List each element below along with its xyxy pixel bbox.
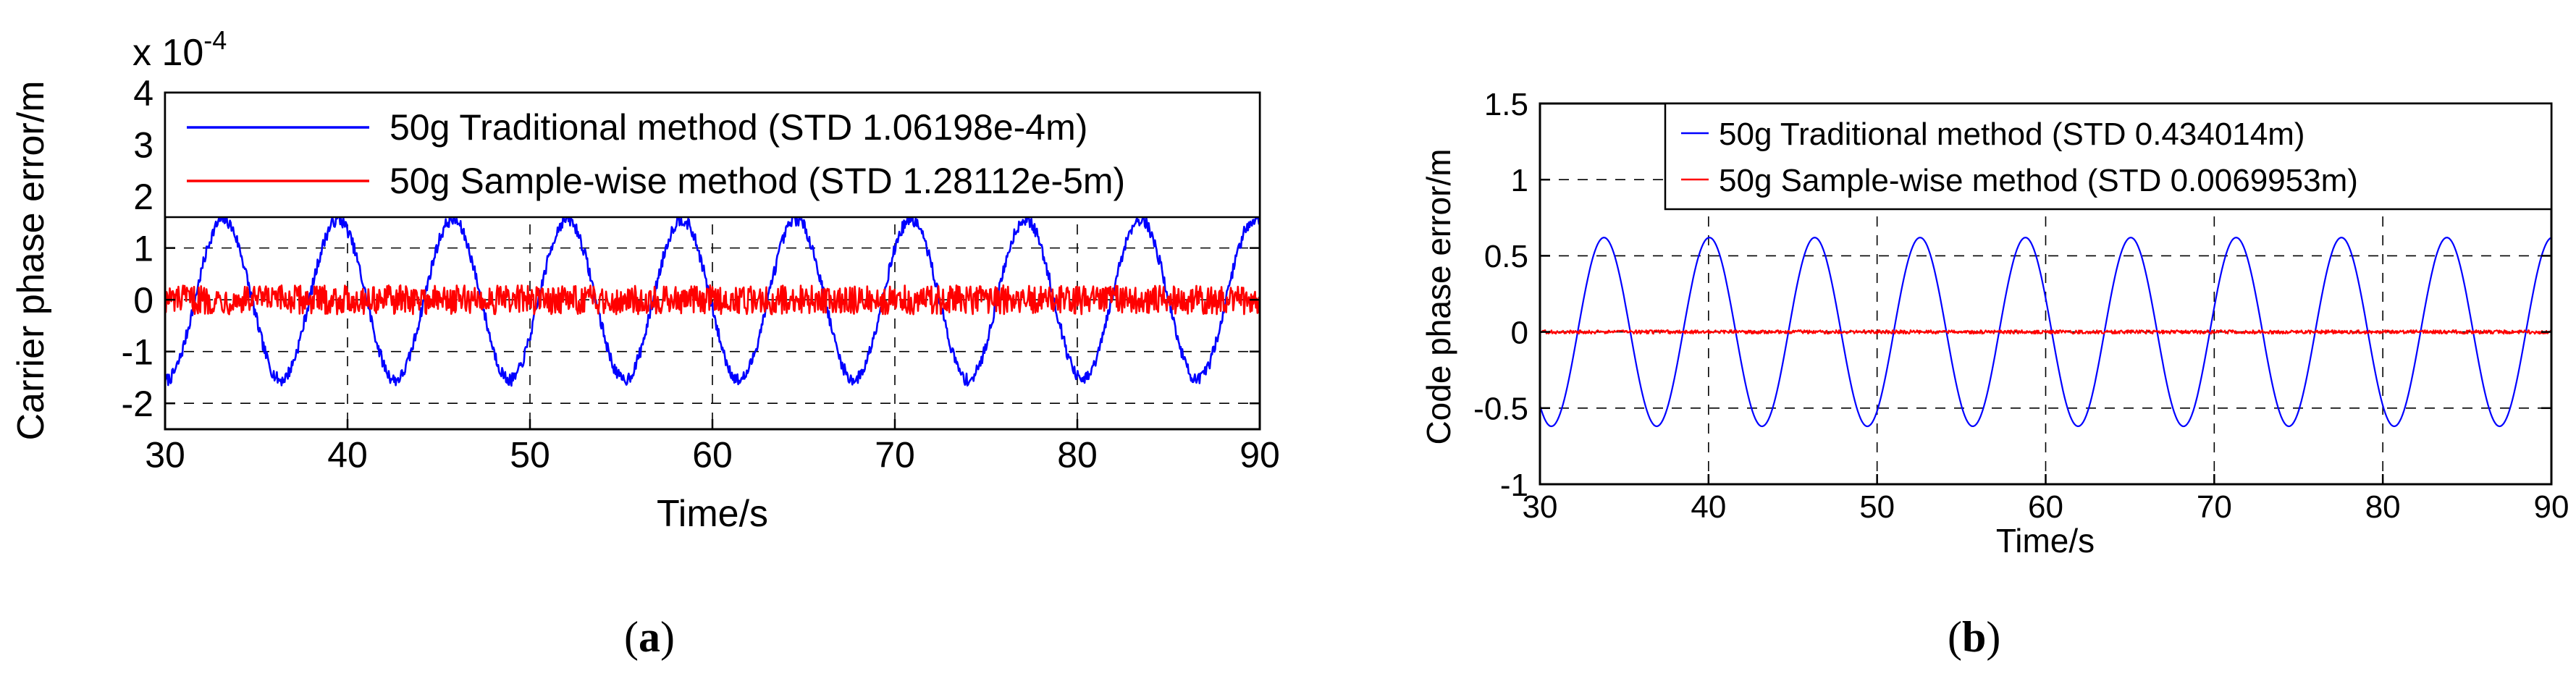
x-tick-label-b-3: 60 [2028, 489, 2063, 525]
legend-a: 50g Traditional method (STD 1.06198e-4m)… [164, 91, 1261, 219]
y-tick-label-b-1: -0.5 [1473, 392, 1528, 427]
series-line-a-0 [164, 212, 1261, 387]
x-tick-label-a-6: 90 [1239, 435, 1280, 476]
y-axis-label-a: Carrier phase error/m [10, 80, 52, 440]
x-tick-label-b-2: 50 [1859, 489, 1895, 525]
axis-multiplier-a: x 10-4 [132, 25, 227, 74]
x-axis-label-a: Time/s [657, 493, 768, 535]
x-tick-label-a-0: 30 [145, 435, 185, 476]
x-tick-label-b-6: 90 [2534, 489, 2569, 525]
legend-box-a [164, 91, 1261, 219]
series-line-b-0 [1539, 237, 2552, 428]
y-tick-label-b-3: 0.5 [1484, 239, 1528, 274]
series-b [1539, 237, 2552, 428]
caption-b: (b) [1948, 613, 2000, 661]
multiplier-exponent-a: -4 [203, 25, 227, 55]
legend-label-traditional-a: 50g Traditional method (STD 1.06198e-4m) [390, 107, 1087, 148]
x-tick-label-b-1: 40 [1691, 489, 1726, 525]
y-tick-label-a-1: -1 [122, 332, 153, 373]
x-tick-label-a-5: 80 [1057, 435, 1098, 476]
x-tick-label-b-5: 80 [2365, 489, 2401, 525]
y-tick-label-b-5: 1.5 [1484, 87, 1528, 122]
caption-letter-a: a [639, 613, 660, 661]
x-tick-label-a-2: 50 [510, 435, 550, 476]
y-tick-label-b-0: -1 [1500, 468, 1528, 503]
y-tick-label-a-3: 1 [133, 229, 153, 269]
caption-letter-b: b [1962, 613, 1986, 661]
y-tick-label-b-4: 1 [1511, 163, 1528, 198]
y-tick-label-a-2: 0 [133, 280, 153, 321]
x-axis-label-b: Time/s [1996, 522, 2095, 560]
y-tick-label-a-5: 3 [133, 125, 153, 166]
x-tick-label-b-4: 70 [2197, 489, 2232, 525]
x-tick-label-a-1: 40 [327, 435, 368, 476]
multiplier-base-a: x 10 [132, 32, 203, 74]
panel-b: 30 40 50 60 70 80 90 -1 -0.5 0 0.5 1 1.5 50g Traditi… [1420, 87, 2569, 661]
legend-b: 50g Traditional method (STD 0.434014m) 5… [1664, 102, 2553, 211]
y-axis-label-b: Code phase error/m [1420, 148, 1457, 444]
legend-label-samplewise-b: 50g Sample-wise method (STD 0.0069953m) [1719, 163, 2358, 198]
series-a [164, 212, 1261, 387]
series-line-b-1 [1539, 329, 2552, 335]
panel-a: 30 40 50 60 70 80 90 -2 -1 0 1 2 3 4 50g Traditional … [10, 25, 1280, 661]
x-tick-label-a-4: 70 [875, 435, 915, 476]
legend-label-samplewise-a: 50g Sample-wise method (STD 1.28112e-5m) [390, 161, 1125, 201]
legend-label-traditional-b: 50g Traditional method (STD 0.434014m) [1719, 117, 2305, 152]
legend-box-b [1664, 102, 2553, 211]
y-tick-label-a-0: -2 [122, 384, 153, 424]
y-tick-label-a-4: 2 [133, 177, 153, 217]
series-line-a-1 [164, 284, 1261, 316]
y-tick-label-a-6: 4 [133, 73, 153, 114]
ticks-a: 30 40 50 60 70 80 90 -2 -1 0 1 2 3 4 [122, 73, 1280, 476]
caption-a: (a) [624, 613, 675, 661]
x-tick-label-a-3: 60 [692, 435, 733, 476]
y-tick-label-b-2: 0 [1511, 315, 1528, 350]
x-tick-label-b-0: 30 [1523, 489, 1558, 525]
